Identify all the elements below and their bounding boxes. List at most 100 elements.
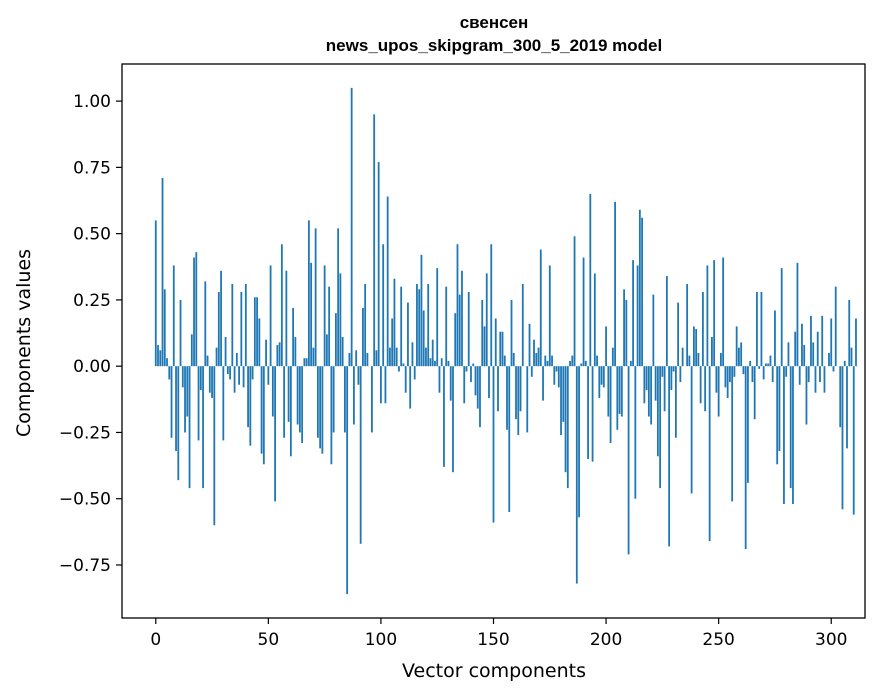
bar-component-231	[674, 366, 677, 438]
bar-component-288	[803, 344, 806, 367]
bar-component-169	[535, 352, 538, 367]
bar-component-306	[843, 360, 846, 367]
x-tick-label: 150	[477, 630, 509, 650]
bar-component-156	[506, 366, 508, 430]
bar-component-216	[641, 217, 643, 367]
y-tick-label: 0.25	[73, 291, 111, 311]
bar-component-160	[515, 366, 517, 420]
bar-component-161	[517, 366, 520, 436]
x-tick-label: 50	[258, 630, 280, 650]
y-tick-label: 0.00	[73, 357, 111, 377]
bar-component-205	[616, 366, 619, 430]
bar-component-10	[177, 366, 180, 481]
bar-component-64	[298, 366, 301, 433]
bar-component-165	[526, 366, 529, 433]
bar-component-45	[256, 297, 258, 367]
bar-component-302	[834, 286, 837, 367]
bar-component-37	[238, 366, 240, 385]
bar-component-256	[731, 366, 734, 502]
bar-component-268	[758, 366, 761, 369]
bar-component-247	[711, 337, 713, 367]
bar-component-62	[294, 337, 297, 367]
bar-component-186	[573, 236, 576, 367]
bar-component-301	[832, 366, 835, 372]
bar-component-300	[830, 318, 833, 367]
bar-component-172	[542, 366, 544, 401]
bar-component-143	[476, 366, 479, 409]
bar-component-54	[276, 344, 279, 367]
bar-component-289	[805, 366, 808, 425]
bar-component-22	[204, 281, 207, 367]
x-tick-label: 250	[702, 630, 734, 650]
bar-component-81	[337, 228, 340, 367]
bar-component-177	[553, 366, 556, 385]
bar-component-61	[292, 307, 295, 367]
bar-component-48	[262, 366, 265, 465]
bar-component-228	[668, 366, 671, 547]
bar-component-90	[357, 366, 360, 385]
bar-component-139	[467, 291, 470, 367]
bar-component-88	[353, 366, 355, 425]
bar-component-222	[654, 366, 657, 401]
bar-component-58	[285, 270, 288, 367]
bar-component-73	[319, 366, 322, 449]
bar-component-265	[751, 366, 754, 383]
bar-component-82	[339, 273, 342, 367]
y-tick-label: 0.50	[73, 225, 111, 245]
bar-component-26	[213, 366, 216, 526]
bar-component-46	[258, 318, 261, 367]
bar-component-272	[767, 363, 770, 367]
bar-component-91	[359, 366, 362, 544]
chart-subtitle: news_upos_skipgram_300_5_2019 model	[326, 36, 662, 55]
bar-component-285	[796, 262, 799, 367]
bar-component-33	[229, 366, 231, 380]
bar-component-223	[656, 366, 659, 457]
bar-component-40	[244, 284, 247, 367]
bar-component-116	[416, 284, 418, 367]
bar-component-102	[384, 366, 387, 404]
bar-component-204	[614, 201, 616, 367]
bar-component-41	[247, 366, 249, 428]
bar-component-47	[260, 366, 263, 454]
bar-component-211	[629, 360, 632, 367]
bar-component-176	[551, 355, 553, 367]
bar-component-79	[332, 366, 335, 433]
bar-component-78	[330, 366, 333, 465]
bar-component-305	[841, 366, 844, 510]
bar-component-25	[211, 366, 213, 398]
bar-component-246	[708, 366, 711, 542]
bar-component-232	[677, 302, 680, 367]
bar-component-255	[729, 366, 731, 383]
bar-component-187	[575, 366, 578, 584]
bar-component-308	[848, 299, 851, 367]
bar-component-21	[202, 366, 204, 489]
bar-component-253	[724, 366, 727, 388]
bar-component-9	[175, 366, 177, 451]
bar-component-97	[373, 114, 376, 367]
bar-component-124	[434, 360, 436, 367]
bar-component-261	[742, 366, 745, 375]
bar-component-109	[400, 286, 403, 367]
bar-component-238	[690, 366, 693, 494]
bar-component-101	[382, 244, 385, 367]
x-tick-label: 300	[815, 630, 847, 650]
bar-component-239	[692, 326, 695, 367]
bar-component-135	[458, 294, 461, 367]
bar-component-67	[305, 358, 308, 367]
bar-component-8	[172, 265, 175, 367]
bar-component-77	[328, 286, 331, 367]
bar-component-199	[602, 366, 605, 388]
bar-component-4	[163, 289, 166, 367]
bar-component-66	[303, 358, 306, 367]
bar-component-284	[794, 331, 797, 367]
bar-component-92	[362, 307, 364, 367]
bar-component-96	[371, 366, 373, 433]
bar-series	[154, 87, 857, 595]
bar-component-100	[380, 366, 382, 404]
bar-component-184	[569, 360, 571, 367]
bar-component-157	[508, 366, 511, 512]
bar-component-214	[636, 265, 639, 367]
bar-component-162	[519, 366, 522, 412]
